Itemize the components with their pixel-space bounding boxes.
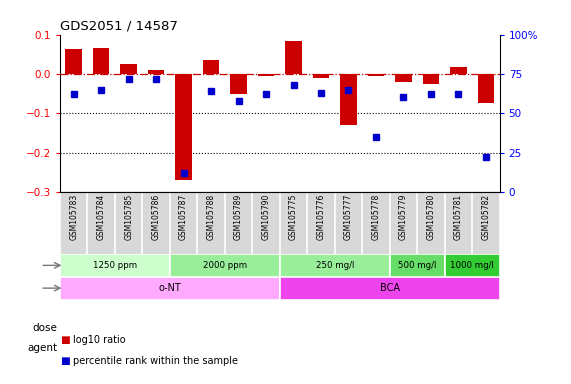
Bar	[175, 74, 192, 180]
Text: GDS2051 / 14587: GDS2051 / 14587	[60, 19, 178, 32]
Text: ■: ■	[60, 335, 70, 345]
Text: GSM105780: GSM105780	[427, 194, 436, 240]
Bar	[230, 74, 247, 94]
Text: 1250 ppm: 1250 ppm	[93, 261, 137, 270]
Bar	[203, 60, 219, 74]
Text: GSM105787: GSM105787	[179, 194, 188, 240]
Bar	[445, 254, 500, 277]
Bar	[280, 254, 390, 277]
Text: 250 mg/l: 250 mg/l	[316, 261, 354, 270]
Bar	[423, 74, 439, 84]
Bar	[66, 49, 82, 74]
Text: GSM105783: GSM105783	[69, 194, 78, 240]
Text: GSM105778: GSM105778	[372, 194, 380, 240]
Text: dose: dose	[32, 323, 57, 333]
Bar	[450, 67, 467, 74]
Text: agent: agent	[27, 343, 57, 353]
Text: GSM105776: GSM105776	[316, 194, 325, 240]
Bar	[368, 74, 384, 76]
Bar	[313, 74, 329, 78]
Text: percentile rank within the sample: percentile rank within the sample	[73, 356, 238, 366]
Bar	[258, 74, 274, 76]
Text: GSM105788: GSM105788	[207, 194, 216, 240]
Text: 2000 ppm: 2000 ppm	[203, 261, 247, 270]
Bar	[286, 41, 302, 74]
Text: GSM105775: GSM105775	[289, 194, 298, 240]
Text: GSM105786: GSM105786	[152, 194, 160, 240]
Bar	[395, 74, 412, 82]
Text: GSM105784: GSM105784	[96, 194, 106, 240]
Bar	[340, 74, 357, 125]
Text: ■: ■	[60, 356, 70, 366]
Text: GSM105789: GSM105789	[234, 194, 243, 240]
Bar	[389, 254, 445, 277]
Text: GSM105777: GSM105777	[344, 194, 353, 240]
Bar	[93, 48, 110, 74]
Bar	[60, 277, 280, 300]
Text: GSM105785: GSM105785	[124, 194, 133, 240]
Text: 500 mg/l: 500 mg/l	[398, 261, 436, 270]
Text: GSM105782: GSM105782	[481, 194, 490, 240]
Bar	[120, 64, 137, 74]
Text: log10 ratio: log10 ratio	[73, 335, 125, 345]
Text: 1000 mg/l: 1000 mg/l	[450, 261, 494, 270]
Bar	[170, 254, 280, 277]
Bar	[148, 70, 164, 74]
Text: GSM105779: GSM105779	[399, 194, 408, 240]
Bar	[477, 74, 494, 103]
Text: GSM105781: GSM105781	[454, 194, 463, 240]
Text: BCA: BCA	[380, 283, 400, 293]
Bar	[60, 254, 170, 277]
Text: o-NT: o-NT	[159, 283, 181, 293]
Bar	[280, 277, 500, 300]
Text: GSM105790: GSM105790	[262, 194, 271, 240]
